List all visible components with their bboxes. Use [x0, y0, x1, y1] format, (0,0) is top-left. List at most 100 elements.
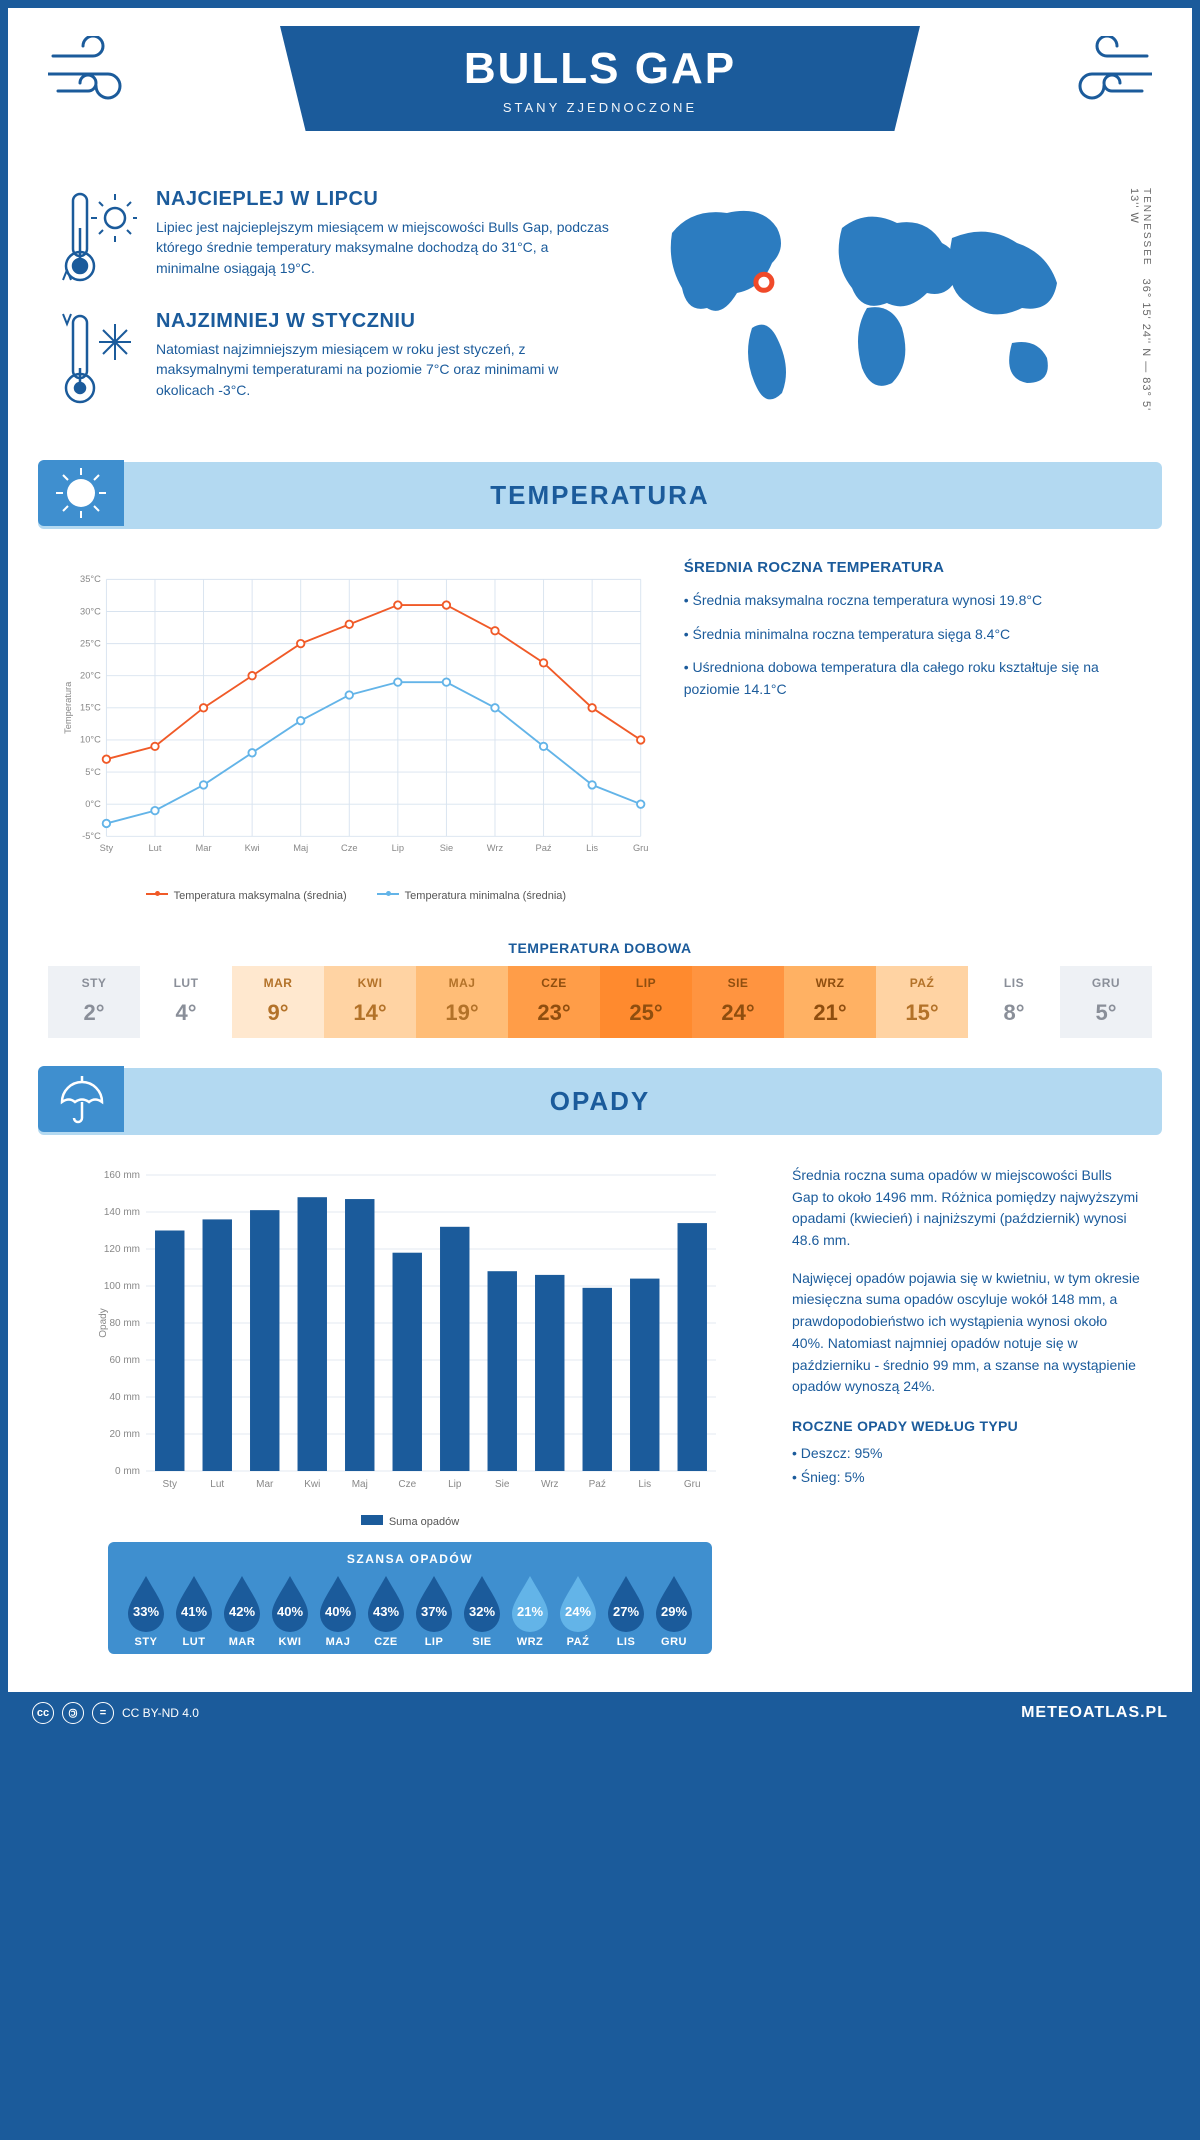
- temperature-line-chart: -5°C0°C5°C10°C15°C20°C25°C30°C35°CStyLut…: [58, 559, 654, 879]
- precip-type-title: ROCZNE OPADY WEDŁUG TYPU: [792, 1418, 1142, 1434]
- svg-text:21%: 21%: [517, 1604, 543, 1619]
- legend-min: Temperatura minimalna (średnia): [377, 890, 566, 902]
- svg-text:37%: 37%: [421, 1604, 447, 1619]
- svg-text:15°C: 15°C: [80, 703, 101, 713]
- raindrop-icon: 43%: [362, 1574, 410, 1632]
- footer: cc 🄯 = CC BY-ND 4.0 METEOATLAS.PL: [8, 1692, 1192, 1734]
- daily-cell: CZE 23°: [508, 966, 600, 1038]
- raindrop-icon: 40%: [314, 1574, 362, 1632]
- svg-text:Sie: Sie: [440, 843, 453, 853]
- svg-text:Lis: Lis: [638, 1479, 651, 1490]
- daily-cell: MAJ 19°: [416, 966, 508, 1038]
- svg-text:42%: 42%: [229, 1604, 255, 1619]
- drop-month: MAJ: [314, 1636, 362, 1648]
- daily-cell: LIS 8°: [968, 966, 1060, 1038]
- daily-cell: PAŹ 15°: [876, 966, 968, 1038]
- daily-value: 5°: [1060, 1000, 1152, 1026]
- drop-month: LIP: [410, 1636, 458, 1648]
- svg-text:Gru: Gru: [684, 1479, 701, 1490]
- legend-max: Temperatura maksymalna (średnia): [146, 890, 347, 902]
- location-marker-icon: [756, 274, 772, 290]
- temperature-body: -5°C0°C5°C10°C15°C20°C25°C30°C35°CStyLut…: [8, 529, 1192, 922]
- raindrop-icon: 29%: [650, 1574, 698, 1632]
- svg-text:Wrz: Wrz: [487, 843, 504, 853]
- sun-icon: [38, 460, 124, 526]
- svg-text:25°C: 25°C: [80, 638, 101, 648]
- drop-col: 29% GRU: [650, 1574, 698, 1648]
- drop-col: 32% SIE: [458, 1574, 506, 1648]
- daily-month: GRU: [1060, 976, 1152, 990]
- svg-text:Kwi: Kwi: [304, 1479, 320, 1490]
- intro-section: NAJCIEPLEJ W LIPCU Lipiec jest najcieple…: [8, 178, 1192, 462]
- svg-text:33%: 33%: [133, 1604, 159, 1619]
- cc-icon: cc: [32, 1702, 54, 1724]
- daily-value: 23°: [508, 1000, 600, 1026]
- wind-icon: [48, 36, 138, 117]
- precip-legend: Suma opadów: [58, 1516, 762, 1528]
- svg-text:43%: 43%: [373, 1604, 399, 1619]
- svg-text:-5°C: -5°C: [82, 831, 101, 841]
- license-text: CC BY-ND 4.0: [122, 1706, 199, 1720]
- daily-month: MAJ: [416, 976, 508, 990]
- raindrop-icon: 32%: [458, 1574, 506, 1632]
- svg-text:35°C: 35°C: [80, 574, 101, 584]
- drop-col: 33% STY: [122, 1574, 170, 1648]
- daily-value: 25°: [600, 1000, 692, 1026]
- daily-month: PAŹ: [876, 976, 968, 990]
- svg-text:Wrz: Wrz: [541, 1479, 559, 1490]
- temp-bullet: • Uśredniona dobowa temperatura dla całe…: [684, 657, 1142, 700]
- daily-cell: STY 2°: [48, 966, 140, 1038]
- svg-text:Mar: Mar: [196, 843, 212, 853]
- avg-annual-title: ŚREDNIA ROCZNA TEMPERATURA: [684, 559, 1142, 576]
- svg-text:Mar: Mar: [256, 1479, 274, 1490]
- page: BULLS GAP STANY ZJEDNOCZONE NAJCIEPLEJ W…: [8, 8, 1192, 1734]
- title-banner: BULLS GAP STANY ZJEDNOCZONE: [280, 26, 920, 131]
- daily-cell: WRZ 21°: [784, 966, 876, 1038]
- temperature-title: TEMPERATURA: [490, 480, 709, 510]
- daily-temp-row: STY 2° LUT 4° MAR 9° KWI 14° MAJ 19° CZE…: [48, 966, 1152, 1038]
- header: BULLS GAP STANY ZJEDNOCZONE: [8, 8, 1192, 178]
- daily-cell: SIE 24°: [692, 966, 784, 1038]
- svg-text:Maj: Maj: [352, 1479, 368, 1490]
- precip-side-text: Średnia roczna suma opadów w miejscowośc…: [792, 1165, 1142, 1654]
- precip-chart-wrap: 0 mm20 mm40 mm60 mm80 mm100 mm120 mm140 …: [58, 1165, 762, 1654]
- svg-text:0 mm: 0 mm: [115, 1466, 140, 1477]
- daily-month: KWI: [324, 976, 416, 990]
- drop-col: 41% LUT: [170, 1574, 218, 1648]
- thermometer-hot-icon: [58, 188, 138, 288]
- daily-month: MAR: [232, 976, 324, 990]
- daily-month: LIS: [968, 976, 1060, 990]
- coldest-text: Natomiast najzimniejszym miesiącem w rok…: [156, 339, 612, 400]
- svg-text:Kwi: Kwi: [245, 843, 260, 853]
- daily-value: 15°: [876, 1000, 968, 1026]
- daily-month: WRZ: [784, 976, 876, 990]
- daily-value: 21°: [784, 1000, 876, 1026]
- hottest-text: Lipiec jest najcieplejszym miesiącem w m…: [156, 217, 612, 278]
- raindrop-icon: 24%: [554, 1574, 602, 1632]
- daily-value: 19°: [416, 1000, 508, 1026]
- drop-month: SIE: [458, 1636, 506, 1648]
- daily-value: 4°: [140, 1000, 232, 1026]
- svg-text:Lut: Lut: [210, 1479, 224, 1490]
- svg-text:Sty: Sty: [100, 843, 114, 853]
- precip-text-1: Średnia roczna suma opadów w miejscowośc…: [792, 1165, 1142, 1252]
- by-icon: 🄯: [62, 1702, 84, 1724]
- drop-month: CZE: [362, 1636, 410, 1648]
- svg-text:0°C: 0°C: [85, 799, 101, 809]
- raindrop-icon: 21%: [506, 1574, 554, 1632]
- svg-text:Cze: Cze: [398, 1479, 416, 1490]
- daily-value: 9°: [232, 1000, 324, 1026]
- svg-text:80 mm: 80 mm: [109, 1318, 140, 1329]
- map-column: TENNESSEE 36° 15' 24'' N — 83° 5' 13'' W: [642, 188, 1142, 432]
- drop-month: WRZ: [506, 1636, 554, 1648]
- svg-text:100 mm: 100 mm: [104, 1281, 140, 1292]
- hottest-block: NAJCIEPLEJ W LIPCU Lipiec jest najcieple…: [58, 188, 612, 288]
- precip-title: OPADY: [550, 1086, 651, 1116]
- page-subtitle: STANY ZJEDNOCZONE: [280, 100, 920, 115]
- svg-text:40%: 40%: [277, 1604, 303, 1619]
- drop-month: STY: [122, 1636, 170, 1648]
- precip-body: 0 mm20 mm40 mm60 mm80 mm100 mm120 mm140 …: [8, 1135, 1192, 1664]
- license-block: cc 🄯 = CC BY-ND 4.0: [32, 1702, 199, 1724]
- daily-month: LUT: [140, 976, 232, 990]
- svg-text:Gru: Gru: [633, 843, 649, 853]
